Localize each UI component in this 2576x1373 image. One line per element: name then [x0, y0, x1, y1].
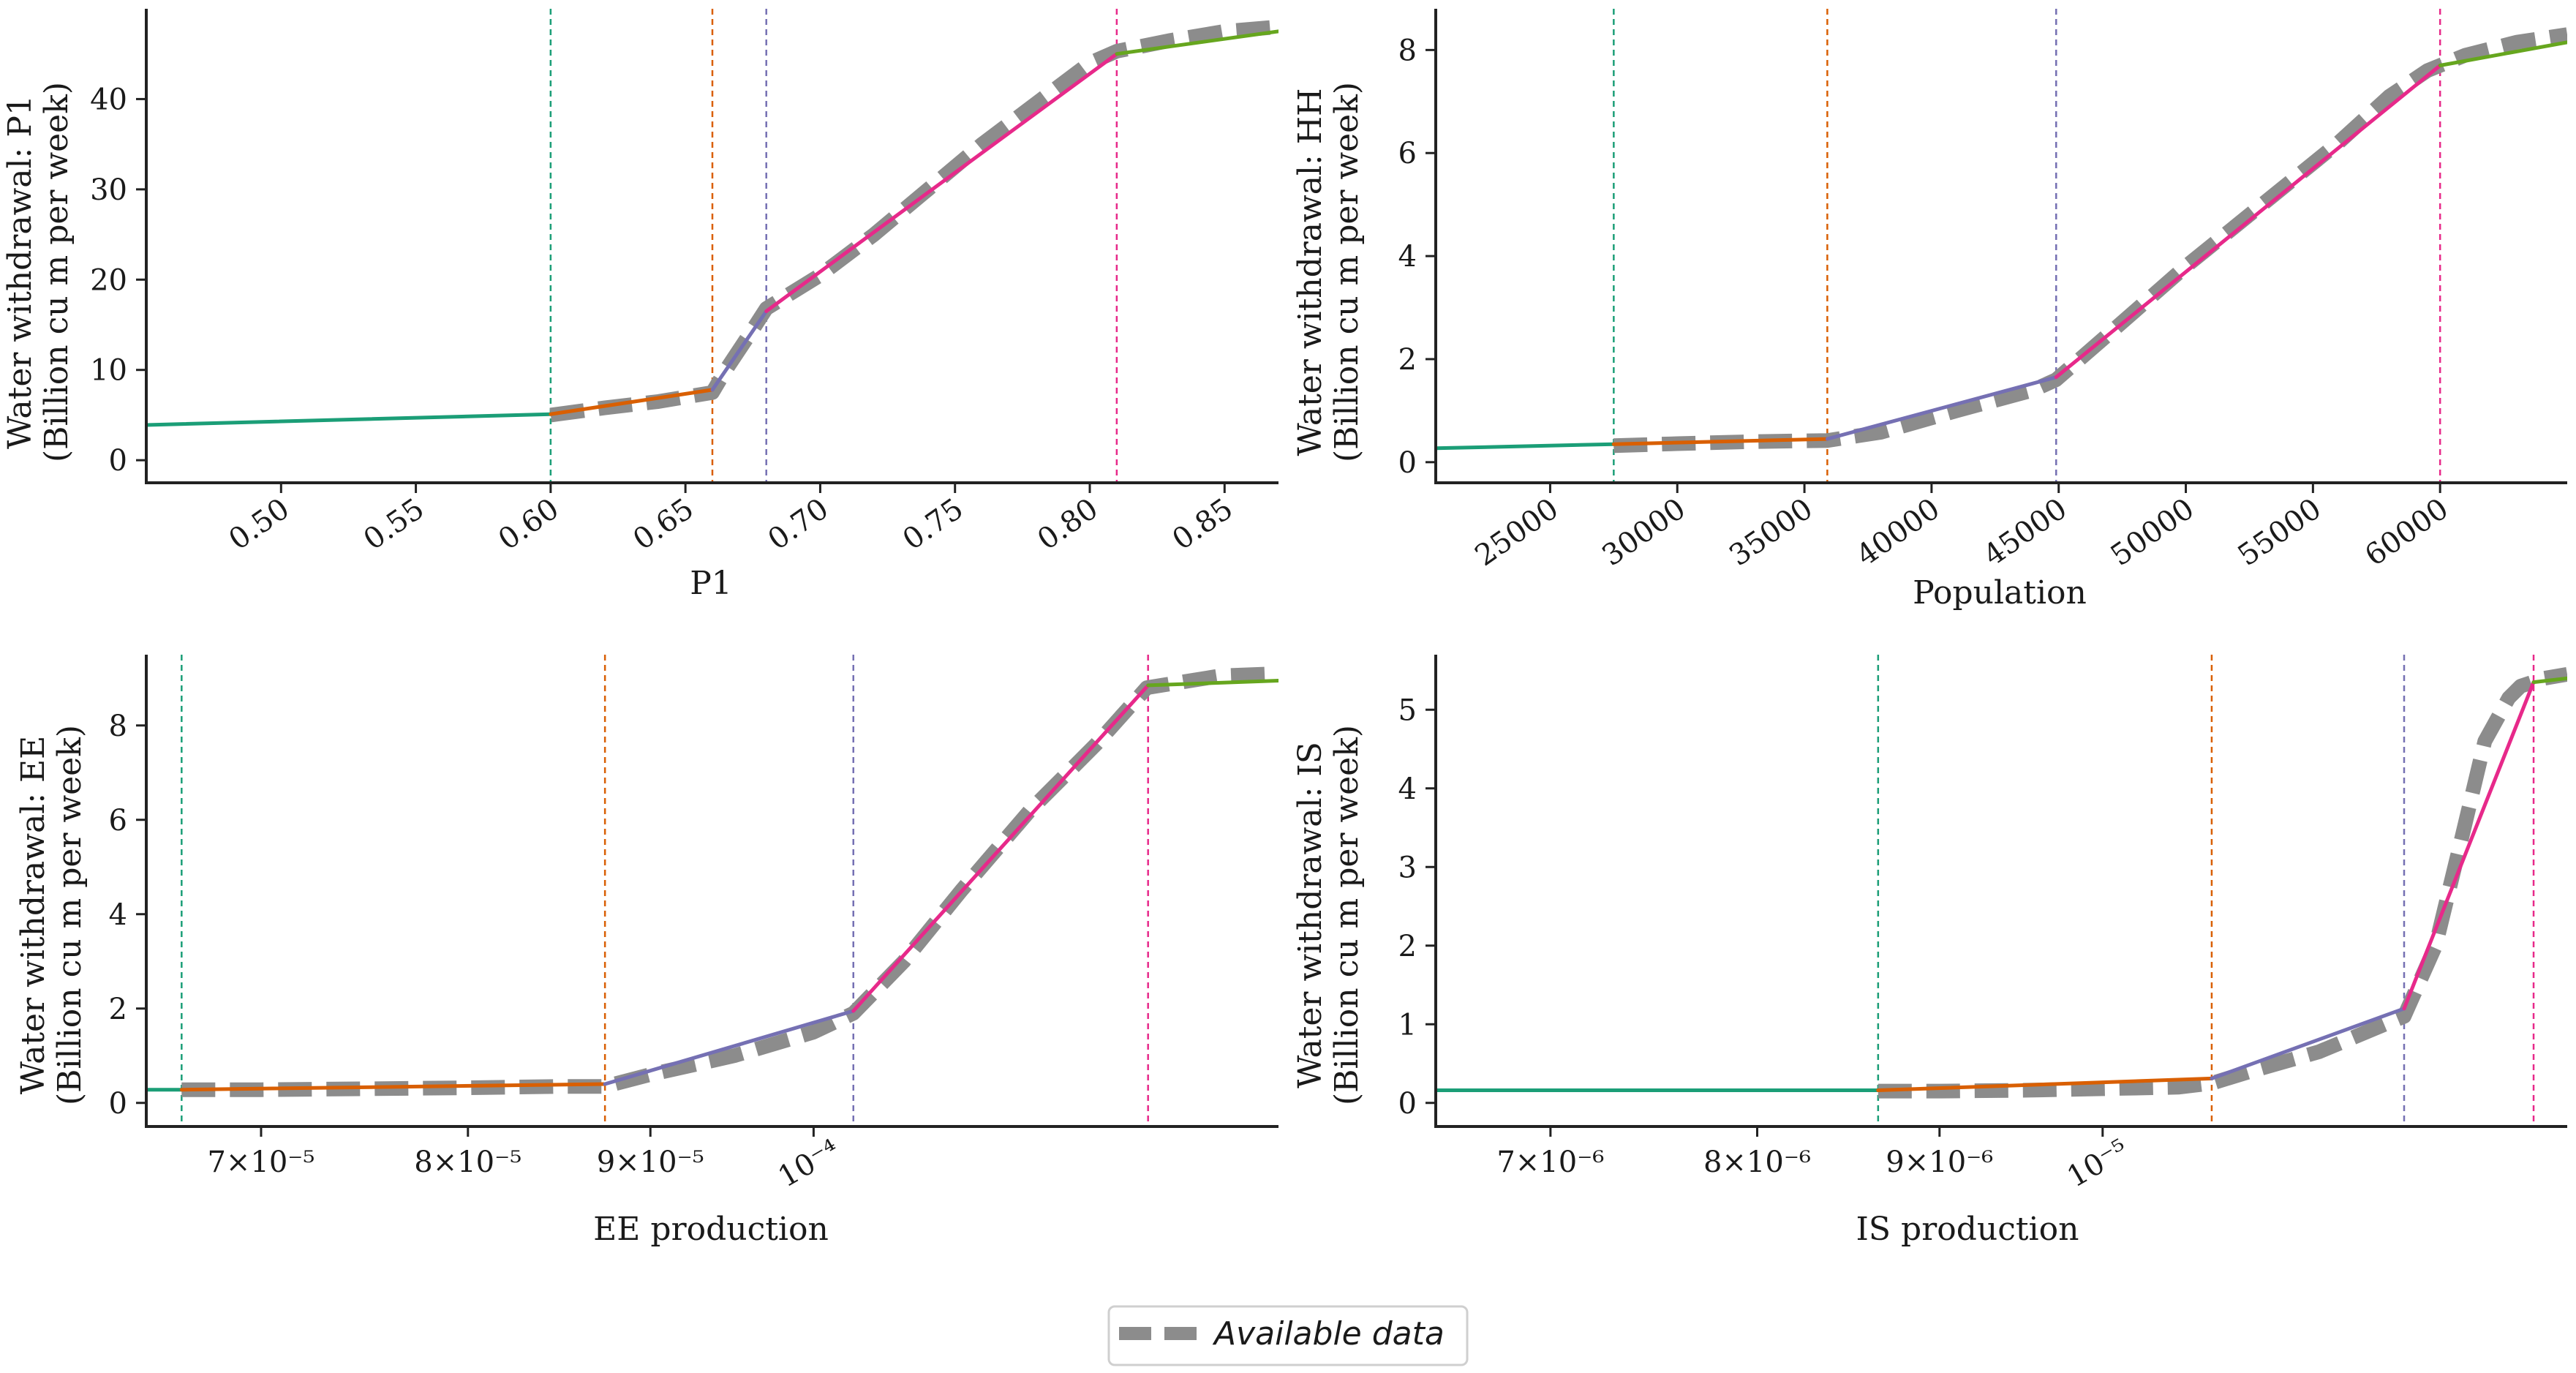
legend: Available data — [1107, 1305, 1469, 1366]
ee-ytick-label: 8 — [109, 710, 127, 743]
ee-fit-segment-4 — [851, 683, 1150, 1013]
p1-ytick-label: 20 — [90, 263, 127, 297]
ee-available-data-line — [181, 666, 1278, 1097]
is-fit-segment-4 — [2402, 680, 2536, 1011]
hh-ylabel-line-1: Water withdrawal: HH — [1292, 88, 1329, 456]
p1-ytick-label: 30 — [90, 173, 127, 207]
hh-xtick-label: 35000 — [1723, 492, 1819, 573]
ee-ytick-label: 6 — [109, 804, 127, 838]
ee-xlabel: EE production — [593, 1211, 829, 1248]
is-ytick-label: 3 — [1398, 851, 1417, 884]
hh-ytick-label: 4 — [1398, 240, 1417, 274]
ee-ytick-label: 0 — [109, 1087, 127, 1121]
ee-ytick-label: 2 — [109, 993, 127, 1026]
ee-xtick-label: 7×10⁻⁵ — [207, 1146, 315, 1179]
p1-xtick-label: 0.55 — [358, 492, 430, 557]
p1-available-data-line — [549, 19, 1278, 423]
p1-ytick-label: 10 — [90, 354, 127, 388]
is-xtick-label: 10⁻⁵ — [2062, 1133, 2134, 1195]
p1-xtick-label: 0.65 — [628, 492, 700, 557]
is-ytick-label: 1 — [1398, 1008, 1417, 1042]
p1-ylabel-line-2: (Billion cu m per week) — [38, 82, 75, 462]
hh-ytick-label: 0 — [1398, 446, 1417, 480]
p1-xlabel: P1 — [690, 565, 732, 602]
hh-fit-segment-2 — [1611, 437, 1829, 446]
p1-xtick-label: 0.75 — [897, 492, 969, 557]
is-xtick-label: 9×10⁻⁶ — [1886, 1146, 1993, 1179]
p1-xtick-label: 0.80 — [1031, 492, 1104, 557]
ee-ylabel-line-2: (Billion cu m per week) — [51, 725, 88, 1105]
p1-fit-segment-3 — [710, 309, 769, 392]
p1-fit-segment-5 — [1115, 29, 1278, 56]
hh-available-data-line — [1613, 27, 2567, 454]
hh-fit-segment-3 — [1825, 375, 2058, 441]
is-available-data-line — [1878, 667, 2567, 1099]
hh-ytick-label: 6 — [1398, 137, 1417, 170]
ee-fit-segment-5 — [1146, 679, 1278, 688]
panel-is: Water withdrawal: IS (Billion cu m per w… — [1292, 655, 2567, 1248]
hh-xtick-label: 25000 — [1469, 492, 1565, 573]
ee-xtick-label: 10⁻⁴ — [772, 1133, 845, 1195]
is-fit-segment-2 — [1876, 1076, 2214, 1092]
hh-ytick-label: 2 — [1398, 343, 1417, 377]
p1-xtick-label: 0.50 — [223, 492, 295, 557]
panel-hh: Water withdrawal: HH (Billion cu m per w… — [1292, 9, 2567, 612]
hh-xtick-label: 45000 — [1978, 492, 2074, 573]
hh-fit-segment-4 — [2054, 64, 2442, 380]
is-ytick-label: 4 — [1398, 772, 1417, 806]
is-fit-segment-3 — [2210, 1007, 2406, 1080]
p1-fit-segment-4 — [764, 52, 1119, 313]
is-ylabel-line-2: (Billion cu m per week) — [1328, 725, 1366, 1105]
hh-fit-segment-1 — [1436, 442, 1616, 451]
panel-ee: Water withdrawal: EE (Billion cu m per w… — [15, 655, 1278, 1248]
p1-ytick-label: 0 — [109, 444, 127, 478]
is-ytick-label: 0 — [1398, 1087, 1417, 1121]
ee-fit-segment-2 — [179, 1082, 607, 1092]
is-xtick-label: 7×10⁻⁶ — [1496, 1146, 1604, 1179]
p1-fit-segment-2 — [549, 388, 715, 416]
is-xlabel: IS production — [1856, 1211, 2079, 1248]
ee-xtick-label: 9×10⁻⁵ — [597, 1146, 704, 1179]
is-plot-area — [1436, 655, 2567, 1126]
hh-ytick-label: 8 — [1398, 34, 1417, 67]
p1-plot-area — [146, 9, 1278, 483]
is-xtick-label: 8×10⁻⁶ — [1703, 1146, 1811, 1179]
legend-label: Available data — [1212, 1315, 1445, 1353]
p1-xtick-label: 0.70 — [762, 492, 835, 557]
p1-xtick-label: 0.85 — [1167, 492, 1239, 557]
ee-ylabel-line-1: Water withdrawal: EE — [15, 736, 52, 1095]
p1-ylabel-line-1: Water withdrawal: P1 — [1, 95, 39, 449]
hh-fit-segment-5 — [2438, 40, 2567, 67]
hh-xtick-label: 50000 — [2105, 492, 2201, 573]
hh-ylabel-line-2: (Billion cu m per week) — [1328, 82, 1366, 462]
p1-xtick-label: 0.60 — [492, 492, 565, 557]
is-ylabel-line-1: Water withdrawal: IS — [1292, 742, 1329, 1088]
is-ytick-label: 5 — [1398, 693, 1417, 727]
hh-xtick-label: 60000 — [2359, 492, 2455, 573]
ee-fit-segment-3 — [603, 1009, 856, 1086]
ee-xtick-label: 8×10⁻⁵ — [414, 1146, 521, 1179]
hh-xtick-label: 30000 — [1596, 492, 1692, 573]
ee-plot-area — [146, 655, 1278, 1126]
hh-xtick-label: 40000 — [1850, 492, 1946, 573]
hh-plot-area — [1436, 9, 2567, 483]
p1-ytick-label: 40 — [90, 83, 127, 116]
p1-fit-segment-1 — [146, 412, 553, 427]
panel-p1: Water withdrawal: P1 (Billion cu m per w… — [1, 9, 1278, 602]
is-ytick-label: 2 — [1398, 930, 1417, 963]
legend-frame — [1107, 1305, 1469, 1366]
hh-xlabel: Population — [1913, 574, 2087, 612]
hh-xtick-label: 55000 — [2232, 492, 2327, 573]
is-fit-segment-5 — [2531, 676, 2567, 685]
ee-ytick-label: 4 — [109, 898, 127, 932]
